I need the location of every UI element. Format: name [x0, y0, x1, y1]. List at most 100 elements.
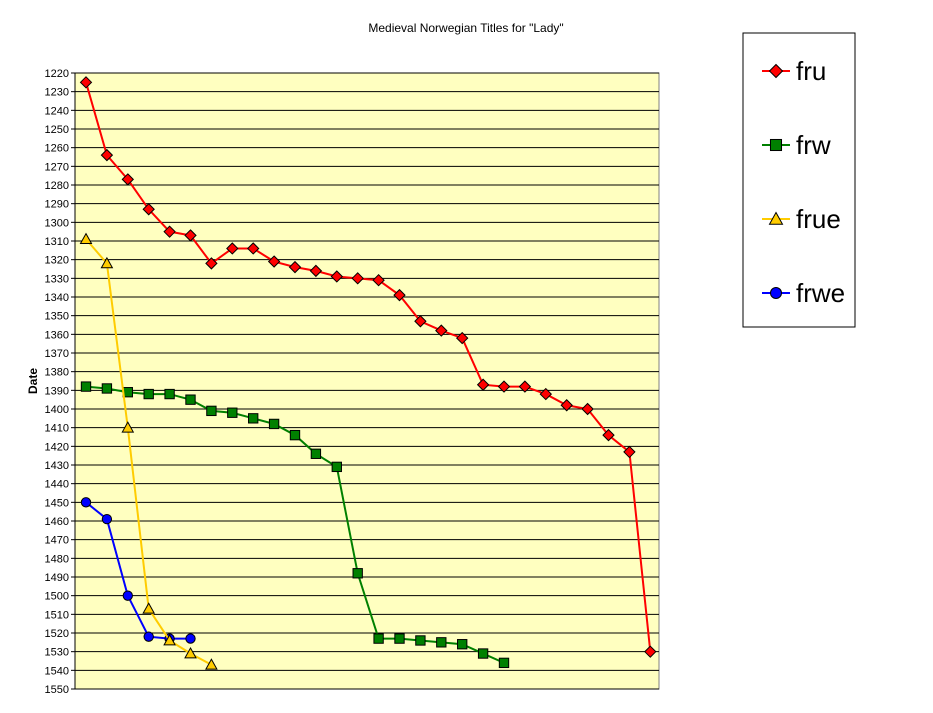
legend-marker-frue: [768, 211, 784, 225]
y-tick-label: 1370: [45, 348, 69, 360]
y-tick-label: 1480: [45, 553, 69, 565]
data-point-fru: [288, 260, 302, 274]
legend: fru frw frue frwe: [762, 56, 845, 308]
y-tick-label: 1470: [45, 535, 69, 547]
y-tick-label: 1240: [45, 105, 69, 117]
data-point-frw: [498, 657, 510, 669]
data-point-fru: [497, 380, 511, 393]
data-point-fru: [121, 173, 135, 186]
y-tick-label: 1260: [45, 143, 69, 155]
data-point-fru: [372, 273, 385, 287]
y-tick-label: 1270: [45, 161, 69, 173]
data-point-frw: [415, 635, 426, 646]
y-tick-label: 1550: [45, 684, 69, 696]
y-tick-label: 1520: [45, 628, 69, 640]
data-point-fru: [435, 324, 448, 337]
y-tick-label: 1250: [45, 124, 69, 136]
data-point-frw: [227, 407, 238, 418]
y-tick-label: 1280: [45, 180, 69, 192]
data-point-frwe: [122, 590, 133, 601]
y-tick-label: 1310: [45, 236, 69, 248]
y-tick-label: 1440: [45, 479, 69, 491]
data-point-fru: [623, 445, 636, 459]
y-tick-label: 1500: [45, 591, 69, 603]
y-axis-title: Date: [26, 368, 40, 394]
y-tick-label: 1230: [45, 87, 69, 99]
data-point-fru: [309, 264, 323, 278]
y-tick-label: 1330: [45, 273, 69, 285]
y-tick-label: 1320: [45, 255, 69, 267]
data-point-fru: [267, 255, 281, 268]
data-point-fru: [79, 76, 93, 89]
data-point-fru: [644, 645, 657, 658]
y-axis-ticks: 1220 1230 1240 1250 1260 1270 1280 1290 1300 1310…: [45, 68, 75, 696]
legend-marker-frw: [769, 138, 783, 152]
data-point-fru: [142, 203, 155, 216]
data-point-frwe: [143, 631, 154, 642]
series-line-fru: [85, 82, 652, 652]
data-point-frwe: [80, 497, 92, 508]
data-point-frue: [79, 232, 93, 245]
series-fru: [79, 76, 657, 658]
data-point-fru: [414, 315, 427, 328]
data-point-frue: [142, 602, 156, 614]
y-tick-label: 1540: [45, 665, 69, 677]
data-point-frw: [436, 637, 447, 648]
data-point-frue: [100, 256, 114, 269]
y-tick-label: 1450: [45, 497, 69, 509]
y-tick-label: 1420: [45, 441, 69, 453]
data-point-frw: [80, 381, 92, 392]
data-point-frw: [310, 448, 322, 459]
y-tick-label: 1220: [45, 68, 69, 80]
y-tick-label: 1490: [45, 572, 69, 584]
data-point-fru: [518, 380, 532, 393]
data-point-frw: [164, 388, 175, 400]
legend-marker-frwe: [769, 286, 783, 300]
data-point-frw: [289, 429, 301, 441]
data-point-frue: [163, 633, 176, 646]
y-tick-label: 1290: [45, 199, 69, 211]
data-point-frw: [331, 461, 342, 473]
series-frw: [80, 381, 510, 669]
y-tick-label: 1340: [45, 292, 69, 304]
chart-title: Medieval Norwegian Titles for "Lady": [368, 21, 563, 35]
data-point-fru: [246, 242, 260, 255]
data-point-fru: [163, 225, 176, 238]
y-tick-label: 1410: [45, 423, 69, 435]
data-point-frw: [394, 633, 405, 644]
series-frue: [79, 232, 218, 670]
data-point-fru: [602, 428, 615, 442]
y-tick-label: 1380: [45, 367, 69, 379]
y-tick-label: 1530: [45, 647, 69, 659]
series-group: [79, 76, 657, 670]
data-point-fru: [351, 272, 364, 285]
y-tick-label: 1390: [45, 385, 69, 397]
y-tick-label: 1300: [45, 217, 69, 229]
data-point-fru: [476, 378, 490, 391]
data-point-frwe: [185, 633, 196, 644]
data-point-fru: [455, 331, 469, 345]
y-tick-label: 1400: [45, 404, 69, 416]
data-point-frw: [457, 639, 468, 650]
y-tick-label: 1460: [45, 516, 69, 528]
data-point-frw: [268, 418, 280, 430]
gridlines: [74, 72, 659, 690]
legend-box: [742, 32, 856, 328]
data-point-frue: [184, 647, 197, 659]
data-point-fru: [560, 399, 573, 412]
y-tick-label: 1360: [45, 329, 69, 341]
data-point-frw: [352, 568, 363, 579]
data-point-frw: [185, 394, 196, 405]
data-point-frue: [121, 421, 135, 433]
data-point-fru: [330, 270, 344, 283]
data-point-frw: [248, 413, 259, 424]
data-point-fru: [205, 257, 218, 270]
y-tick-label: 1430: [45, 460, 69, 472]
data-point-fru: [226, 242, 239, 255]
data-point-fru: [184, 229, 197, 242]
legend-label-frue: frue: [796, 204, 841, 234]
data-point-fru: [393, 288, 406, 302]
legend-label-fru: fru: [796, 56, 826, 86]
